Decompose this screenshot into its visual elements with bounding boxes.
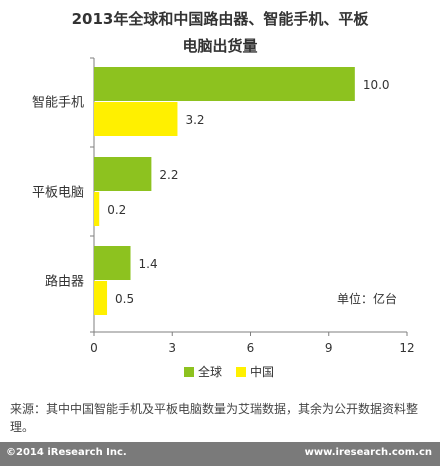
footer-bar: ©2014 iResearch Inc. www.iresearch.com.c… — [0, 442, 440, 466]
bar-china-2 — [94, 281, 108, 315]
value-label: 0.2 — [107, 203, 126, 217]
website-url: www.iresearch.com.cn — [304, 447, 432, 458]
x-tick-label: 3 — [168, 341, 176, 355]
value-label: 1.4 — [139, 257, 158, 271]
legend-swatch-china — [236, 367, 246, 377]
bar-global-1 — [94, 157, 152, 191]
legend-swatch-global — [184, 367, 194, 377]
chart-title: 2013年全球和中国路由器、智能手机、平板 电脑出货量 — [71, 10, 369, 55]
x-tick-label: 0 — [90, 341, 98, 355]
legend-label: 中国 — [250, 364, 274, 379]
value-label: 0.5 — [115, 292, 134, 306]
category-label: 平板电脑 — [32, 186, 84, 201]
legend-label: 全球 — [198, 364, 222, 379]
bar-china-1 — [94, 192, 100, 226]
copyright-text: ©2014 iResearch Inc. — [6, 447, 127, 458]
value-label: 10.0 — [363, 78, 390, 92]
unit-note: 单位：亿台 — [337, 291, 397, 306]
bar-global-0 — [94, 67, 355, 101]
source-note: 来源：其中中国智能手机及平板电脑数量为艾瑞数据，其余为公开数据资料整理。 — [10, 402, 419, 434]
x-tick-label: 12 — [399, 341, 414, 355]
category-label: 路由器 — [45, 274, 84, 290]
x-tick-label: 9 — [325, 341, 333, 355]
bar-global-2 — [94, 246, 131, 280]
x-tick-label: 6 — [247, 341, 255, 355]
value-label: 3.2 — [185, 113, 204, 127]
category-label: 智能手机 — [32, 96, 84, 111]
value-label: 2.2 — [159, 168, 178, 182]
bar-china-0 — [94, 102, 178, 136]
